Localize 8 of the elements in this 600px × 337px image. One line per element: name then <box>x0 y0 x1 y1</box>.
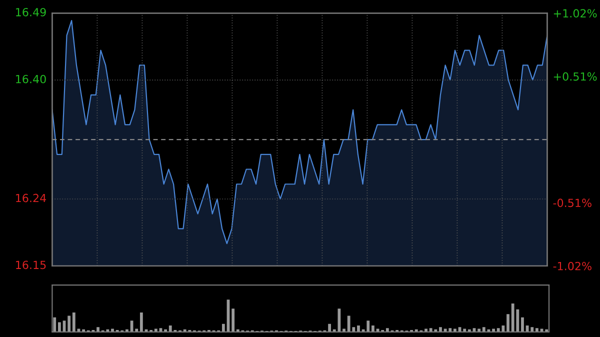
y-tick-label: 16.40 <box>16 74 46 84</box>
y2-tick-label: -1.02% <box>553 262 592 270</box>
y2-tick-label: +1.02% <box>554 9 597 18</box>
y-tick-label: 16.15 <box>16 260 46 270</box>
y-tick-label: 16.24 <box>16 194 46 202</box>
y-tick-label: 16.49 <box>16 8 46 16</box>
y2-tick-label: -0.51% <box>553 198 592 208</box>
y2-tick-label: +0.51% <box>554 72 597 81</box>
